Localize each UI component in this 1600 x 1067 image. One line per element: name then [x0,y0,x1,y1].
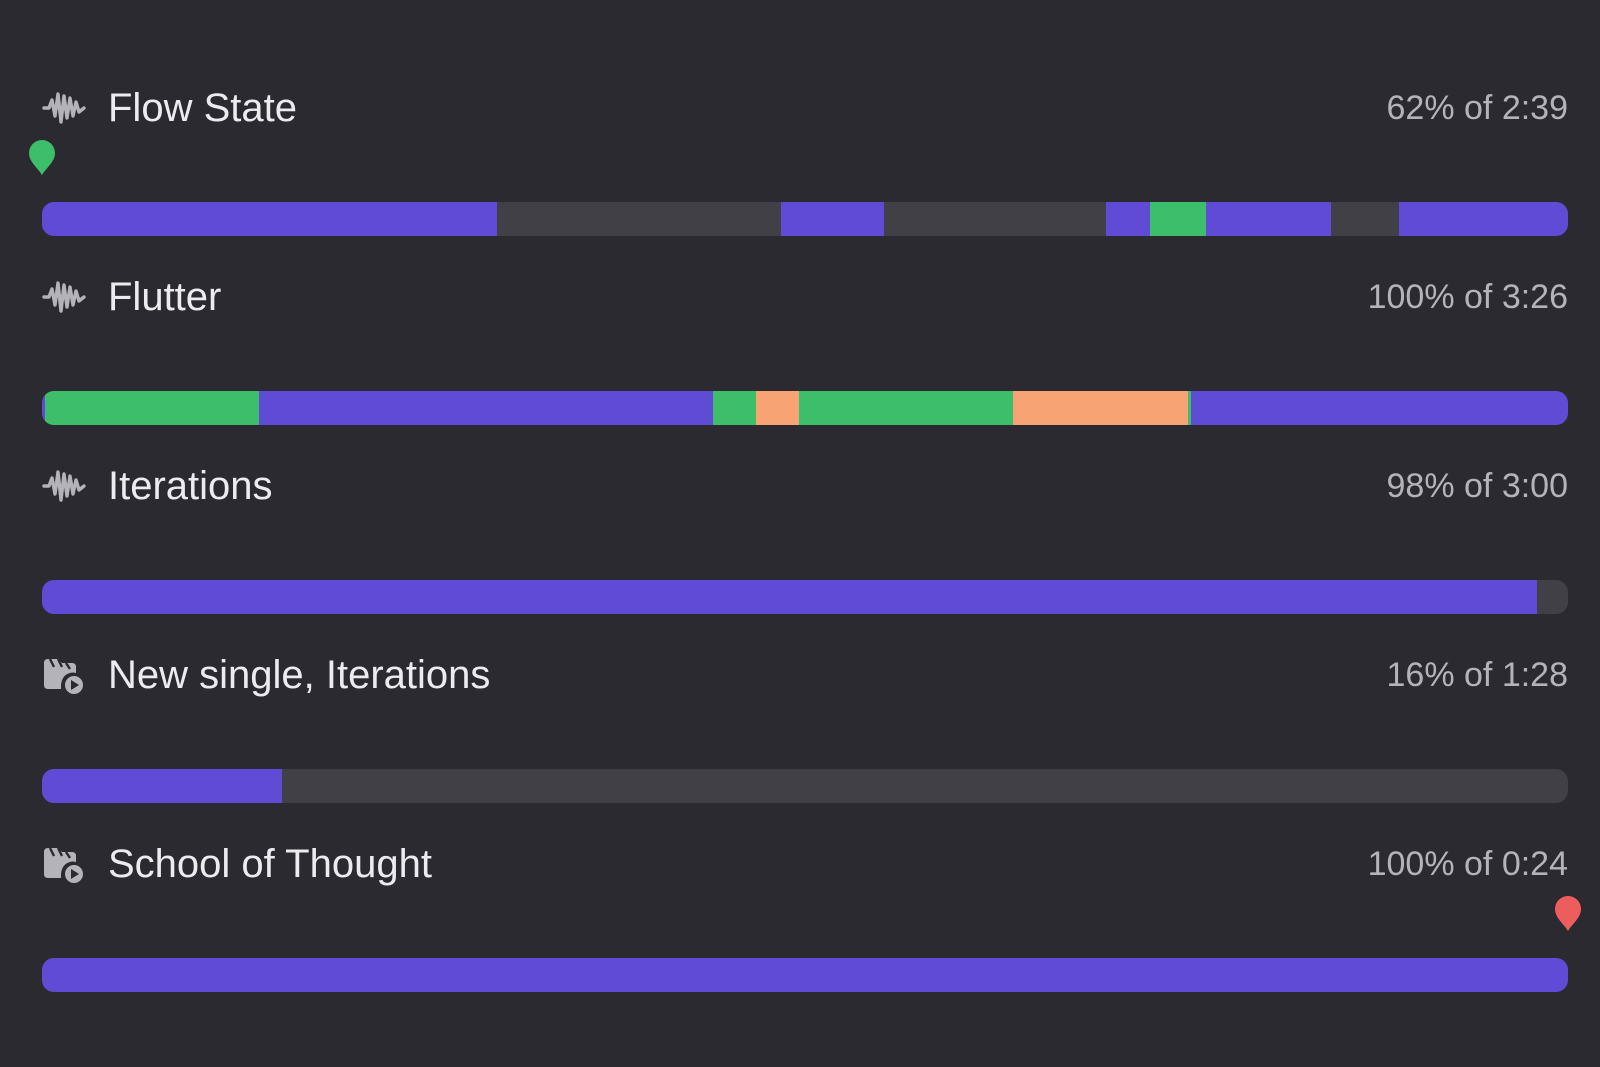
progress-segment [42,958,1568,992]
video-folder-icon [42,842,86,886]
progress-segment [1012,391,1189,425]
track-header: School of Thought 100% of 0:24 [42,834,1568,894]
track-row[interactable]: New single, Iterations 16% of 1:28 [42,645,1568,803]
track-header: Flutter 100% of 3:26 [42,267,1568,327]
progress-segment [756,391,799,425]
track-title: Flutter [108,275,222,319]
start-marker-pin[interactable] [28,140,56,176]
track-title: Flow State [108,86,297,130]
track-header: New single, Iterations 16% of 1:28 [42,645,1568,705]
progress-bar[interactable] [42,769,1568,803]
track-title: Iterations [108,464,273,508]
progress-segment [1188,391,1192,425]
progress-segment [798,391,1013,425]
progress-segment [713,391,757,425]
progress-segment [45,391,259,425]
progress-segment [258,391,714,425]
progress-segment [1105,202,1150,236]
waveform-icon [42,464,86,508]
track-progress-text: 62% of 2:39 [1386,89,1568,127]
progress-segment [1149,202,1207,236]
waveform-icon [42,86,86,130]
track-progress-text: 100% of 3:26 [1367,278,1568,316]
track-row[interactable]: Flow State 62% of 2:39 [29,78,1568,236]
progress-bar[interactable] [42,580,1568,614]
progress-bar[interactable] [42,202,1568,236]
track-progress-text: 100% of 0:24 [1367,845,1568,883]
track-progress-text: 16% of 1:28 [1386,656,1568,694]
waveform-icon [42,275,86,319]
track-header: Flow State 62% of 2:39 [42,78,1568,138]
progress-segment [780,202,885,236]
progress-segment [1206,202,1332,236]
progress-bar[interactable] [42,958,1568,992]
track-progress-text: 98% of 3:00 [1386,467,1568,505]
progress-segment [42,202,497,236]
track-row[interactable]: School of Thought 100% of 0:24 [42,834,1581,992]
progress-segment [42,580,1538,614]
track-title: School of Thought [108,842,432,886]
progress-segment [1398,202,1568,236]
progress-segment [42,769,282,803]
progress-segment [42,391,46,425]
track-header: Iterations 98% of 3:00 [42,456,1568,516]
track-row[interactable]: Flutter 100% of 3:26 [42,267,1568,425]
progress-segment [1191,391,1568,425]
track-row[interactable]: Iterations 98% of 3:00 [42,456,1568,614]
track-title: New single, Iterations [108,653,491,697]
video-folder-icon [42,653,86,697]
progress-bar[interactable] [42,391,1568,425]
end-marker-pin[interactable] [1554,896,1582,932]
